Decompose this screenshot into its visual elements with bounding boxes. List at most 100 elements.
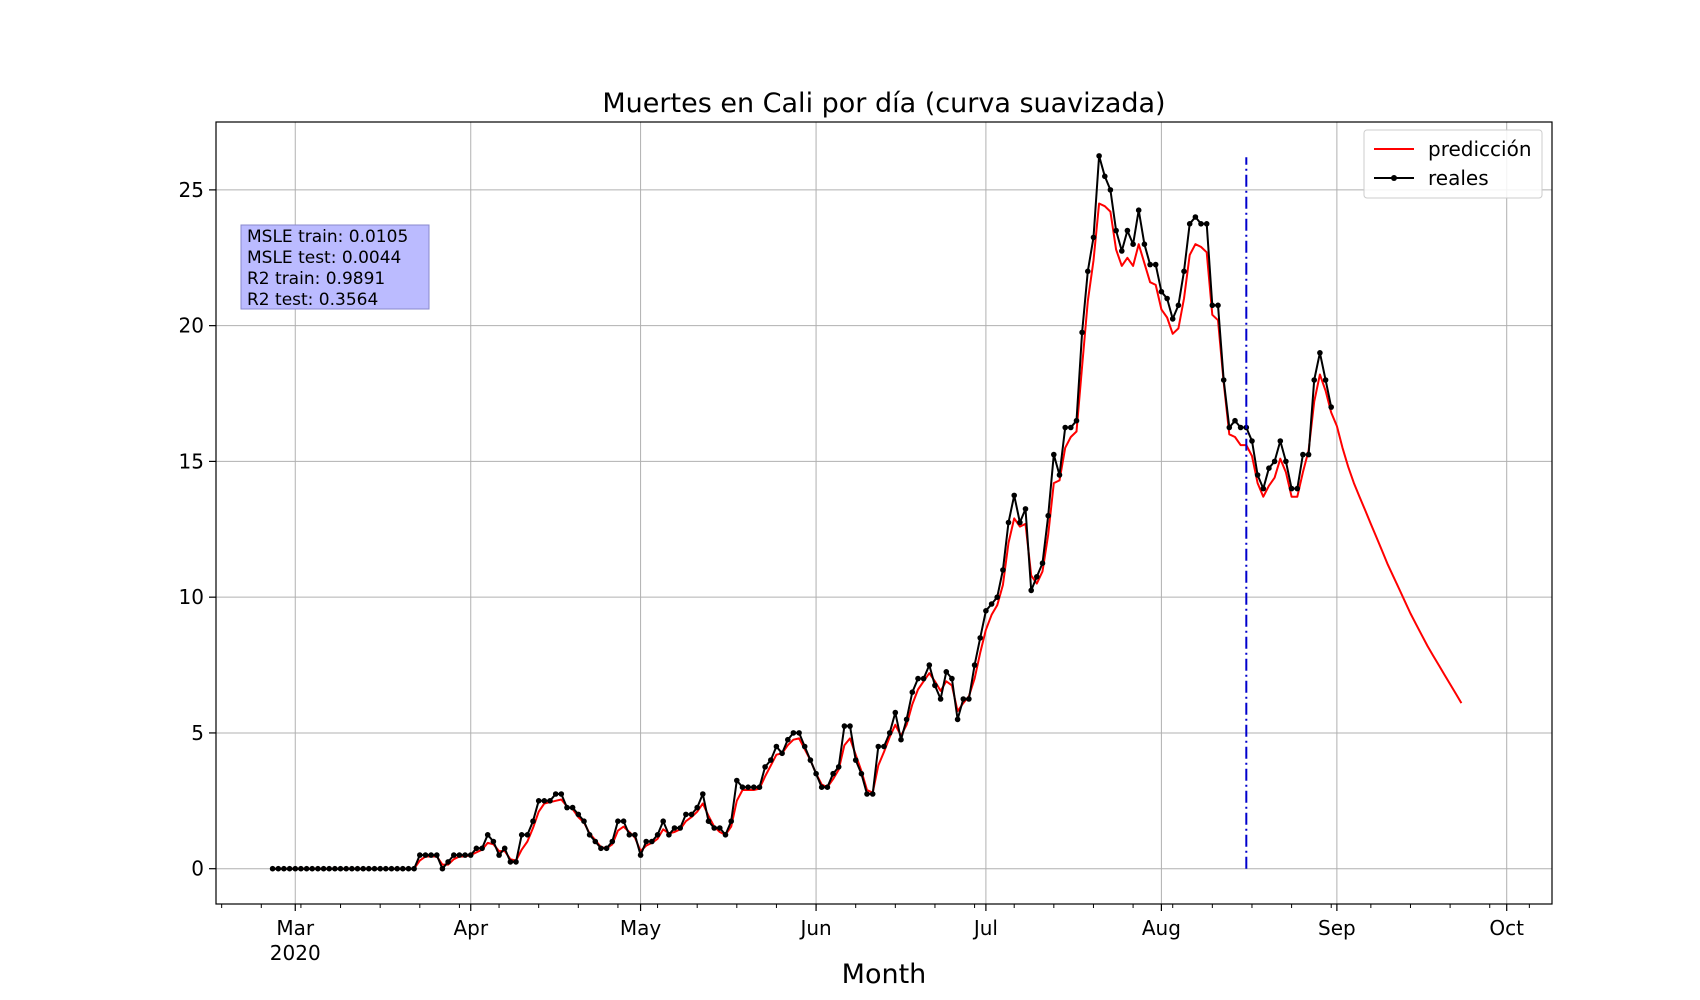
actual-data-point: [649, 838, 655, 845]
actual-data-point: [1169, 316, 1176, 322]
actual-data-point: [1260, 485, 1267, 492]
actual-data-point: [1203, 221, 1210, 227]
actual-data-point: [654, 832, 661, 838]
actual-data-point: [745, 784, 751, 790]
actual-data-point: [1294, 485, 1301, 492]
actual-data-point: [609, 838, 616, 845]
actual-data-point: [1096, 153, 1102, 159]
actual-data-point: [388, 865, 395, 872]
actual-data-point: [756, 784, 763, 790]
actual-data-point: [530, 818, 536, 824]
actual-data-point: [926, 662, 933, 668]
actual-data-point: [717, 825, 723, 831]
actual-data-point: [592, 838, 599, 845]
actual-data-point: [932, 682, 938, 689]
actual-data-point: [552, 791, 559, 797]
actual-data-point: [1283, 458, 1289, 465]
metrics-line: MSLE test: 0.0044: [247, 248, 401, 268]
actual-data-point: [943, 669, 950, 675]
actual-data-point: [1085, 268, 1091, 275]
actual-data-point: [875, 743, 882, 750]
y-tick-label: 5: [191, 721, 204, 745]
actual-data-point: [869, 791, 876, 797]
actual-data-point: [1005, 519, 1012, 526]
metrics-line: MSLE train: 0.0105: [247, 227, 408, 247]
actual-data-point: [1152, 261, 1159, 268]
actual-data-point: [801, 743, 808, 750]
actual-data-point: [1288, 485, 1295, 492]
actual-data-point: [1068, 424, 1074, 431]
actual-data-point: [1164, 295, 1170, 302]
actual-data-point: [637, 852, 644, 858]
actual-data-point: [1022, 506, 1029, 512]
actual-data-point: [818, 784, 825, 790]
actual-data-point: [405, 865, 412, 872]
actual-data-point: [400, 865, 406, 872]
actual-data-point: [671, 825, 678, 831]
actual-data-point: [507, 859, 514, 865]
grid: [216, 122, 1552, 904]
actual-data-point: [1039, 560, 1046, 566]
actual-data-point: [813, 770, 819, 777]
actual-data-point: [309, 865, 316, 872]
actual-data-point: [1271, 458, 1278, 465]
actual-data-point: [383, 865, 389, 872]
actual-data-point: [332, 865, 338, 872]
actual-data-point: [751, 784, 757, 790]
actual-data-point: [484, 832, 491, 838]
actual-data-point: [954, 716, 961, 723]
actual-data-point: [1226, 424, 1233, 431]
actual-data-point: [1102, 173, 1108, 180]
actual-data-point: [581, 818, 587, 824]
actual-data-point: [909, 689, 916, 695]
plot-frame: [215, 121, 1553, 905]
x-tick-label: Apr: [453, 916, 488, 940]
actual-data-point: [785, 736, 791, 743]
actual-data-point: [994, 594, 1000, 600]
actual-data-point: [1317, 350, 1323, 356]
actual-data-point: [773, 743, 780, 750]
x-tick-label: Jun: [798, 916, 831, 940]
actual-data-point: [971, 662, 978, 668]
actual-data-point: [660, 818, 666, 824]
actual-data-point: [513, 859, 519, 865]
actual-data-point: [705, 818, 712, 824]
actual-data-point: [547, 798, 553, 804]
actual-data-point: [920, 675, 927, 682]
actual-data-point: [796, 730, 802, 736]
actual-data-point: [569, 804, 576, 811]
actual-data-point: [360, 865, 367, 872]
actual-data-point: [1328, 404, 1334, 410]
actual-data-point: [269, 865, 276, 872]
actual-data-point: [988, 601, 995, 607]
x-tick-label: Mar: [276, 916, 315, 940]
actual-data-point: [456, 852, 463, 858]
actual-data-point: [852, 757, 859, 763]
actual-data-point: [1186, 221, 1193, 227]
y-tick-label: 20: [179, 314, 204, 338]
actual-data-point: [1079, 329, 1085, 336]
actual-data-point: [1107, 187, 1114, 193]
actual-data-point: [722, 832, 729, 838]
actual-data-point: [790, 730, 797, 736]
actual-data-point: [1277, 438, 1284, 444]
actual-data-point: [1045, 512, 1051, 519]
actual-data-point: [326, 865, 333, 872]
actual-data-point: [315, 865, 321, 872]
actual-data-point: [394, 865, 401, 872]
actual-data-point: [937, 696, 944, 702]
actual-data-point: [303, 865, 310, 872]
actual-data-point: [1254, 472, 1261, 478]
actual-data-point: [434, 852, 440, 858]
actual-data-point: [1311, 377, 1317, 383]
actual-data-point: [1141, 241, 1148, 247]
chart-title: Muertes en Cali por día (curva suavizada…: [602, 88, 1165, 119]
actual-data-point: [535, 798, 542, 804]
series-line-actual: [272, 154, 1333, 870]
actual-data-point: [677, 825, 683, 831]
actual-data-point: [281, 865, 287, 872]
legend-marker-actual: [1391, 175, 1397, 181]
actual-data-point: [501, 845, 508, 852]
actual-data-point: [490, 838, 497, 845]
